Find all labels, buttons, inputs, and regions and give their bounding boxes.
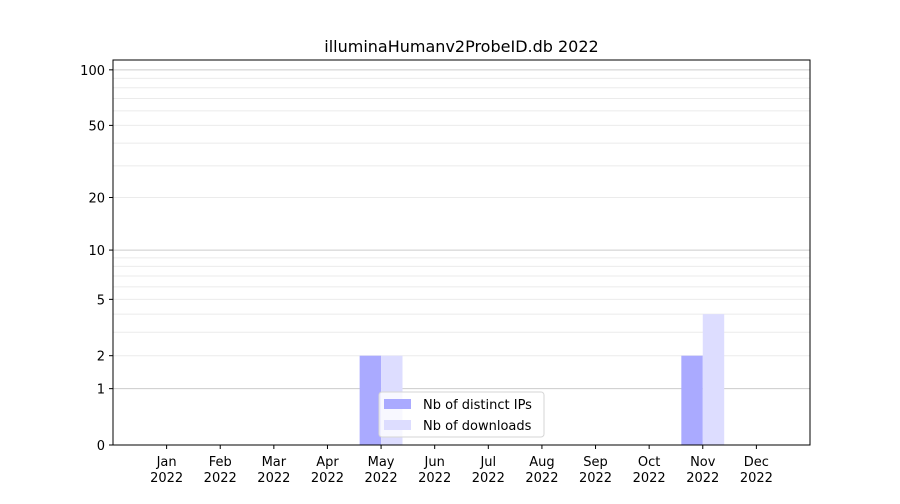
- y-tick-label: 2: [97, 350, 105, 365]
- bar-distinct-ips: [681, 355, 703, 445]
- y-tick-label: 0: [97, 439, 105, 454]
- x-axis: Jan 2022 Feb 2022 Mar 2022 Apr 2022 May 2022 Jun 20…: [150, 445, 773, 486]
- plot-frame: [112, 59, 811, 446]
- x-tick-label: May 2022: [365, 455, 398, 486]
- y-tick-label: 10: [88, 244, 105, 259]
- legend-label: Nb of distinct IPs: [423, 398, 532, 413]
- y-axis: 0 1 2 5 10 20 50 100: [80, 64, 113, 454]
- y-tick-label: 50: [88, 119, 105, 134]
- bar-downloads: [702, 314, 725, 445]
- legend: Nb of distinct IPs Nb of downloads: [378, 391, 545, 438]
- x-tick-label: Apr 2022: [311, 455, 344, 486]
- x-tick-label: Feb 2022: [204, 455, 237, 486]
- legend-label: Nb of downloads: [423, 419, 532, 434]
- x-tick-label: Jan 2022: [150, 455, 183, 486]
- y-tick-label: 100: [80, 64, 105, 79]
- legend-box: [378, 391, 545, 438]
- gridlines: [113, 69, 810, 390]
- x-tick-label: Jun 2022: [418, 455, 451, 486]
- x-tick-label: Mar 2022: [257, 455, 290, 486]
- y-tick-label: 20: [88, 192, 105, 207]
- y-tick-label: 1: [97, 383, 105, 398]
- bars: [359, 314, 725, 445]
- x-tick-label: Aug 2022: [525, 455, 558, 486]
- bar-distinct-ips: [359, 355, 382, 445]
- x-tick-label: Dec 2022: [740, 455, 773, 486]
- legend-swatch: [384, 420, 411, 430]
- x-tick-label: Sep 2022: [579, 455, 612, 486]
- x-tick-label: Jul 2022: [472, 455, 505, 486]
- legend-swatch: [384, 399, 411, 409]
- chart-title: illuminaHumanv2ProbeID.db 2022: [324, 37, 598, 56]
- x-tick-label: Nov 2022: [686, 455, 719, 486]
- y-tick-label: 5: [97, 293, 105, 308]
- x-tick-label: Oct 2022: [633, 455, 666, 486]
